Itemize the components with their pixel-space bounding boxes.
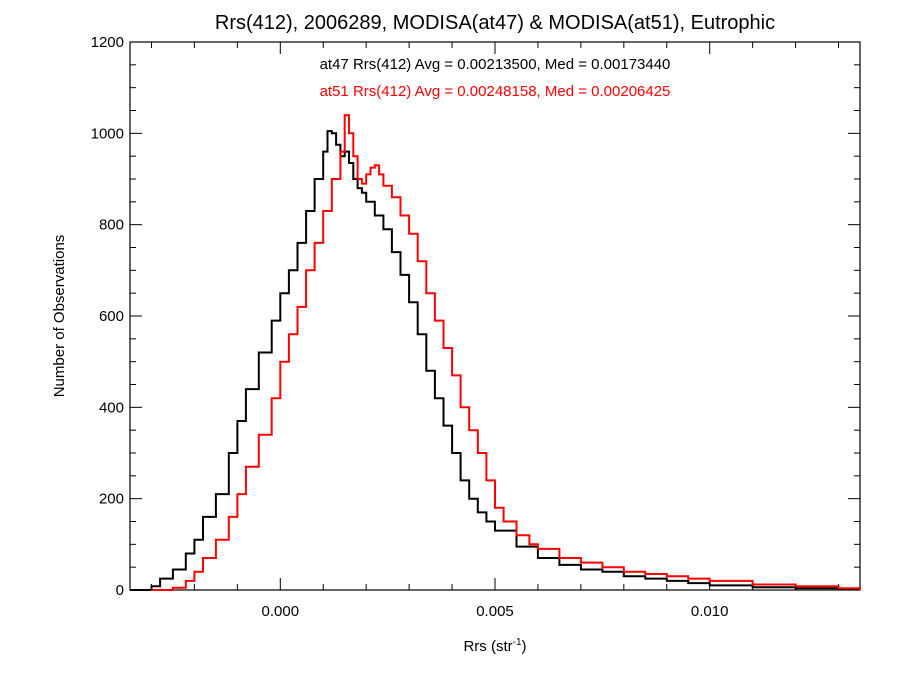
y-tick-label: 200 [99, 491, 124, 508]
legend-at47: at47 Rrs(412) Avg = 0.00213500, Med = 0.… [320, 56, 671, 73]
x-axis-label-close: ) [522, 638, 527, 655]
y-tick-label: 400 [99, 399, 124, 416]
y-tick-label: 800 [99, 217, 124, 234]
x-tick-labels: 0.000 0.005 0.010 [262, 603, 729, 620]
y-axis-label: Number of Observations [51, 235, 68, 398]
y-tick-label: 600 [99, 308, 124, 325]
x-axis-label-main: Rrs (str [463, 638, 512, 655]
x-tick-label: 0.005 [476, 603, 514, 620]
y-tick-label: 1200 [91, 34, 124, 51]
x-tick-label: 0.000 [262, 603, 300, 620]
y-tick-labels: 0 200 400 600 800 1000 1200 [91, 34, 124, 599]
series-at47-line [130, 130, 861, 591]
legend-at51: at51 Rrs(412) Avg = 0.00248158, Med = 0.… [320, 83, 671, 100]
series-at51-line [151, 114, 861, 591]
y-minor-ticks [130, 41, 860, 591]
chart-title: Rrs(412), 2006289, MODISA(at47) & MODISA… [215, 12, 775, 34]
y-tick-label: 0 [116, 582, 124, 599]
x-axis-label: Rrs (str-1) [463, 637, 526, 655]
x-axis-label-sup: -1 [513, 637, 522, 648]
x-tick-label: 0.010 [691, 603, 729, 620]
y-tick-label: 1000 [91, 125, 124, 142]
series-layer [130, 114, 861, 591]
